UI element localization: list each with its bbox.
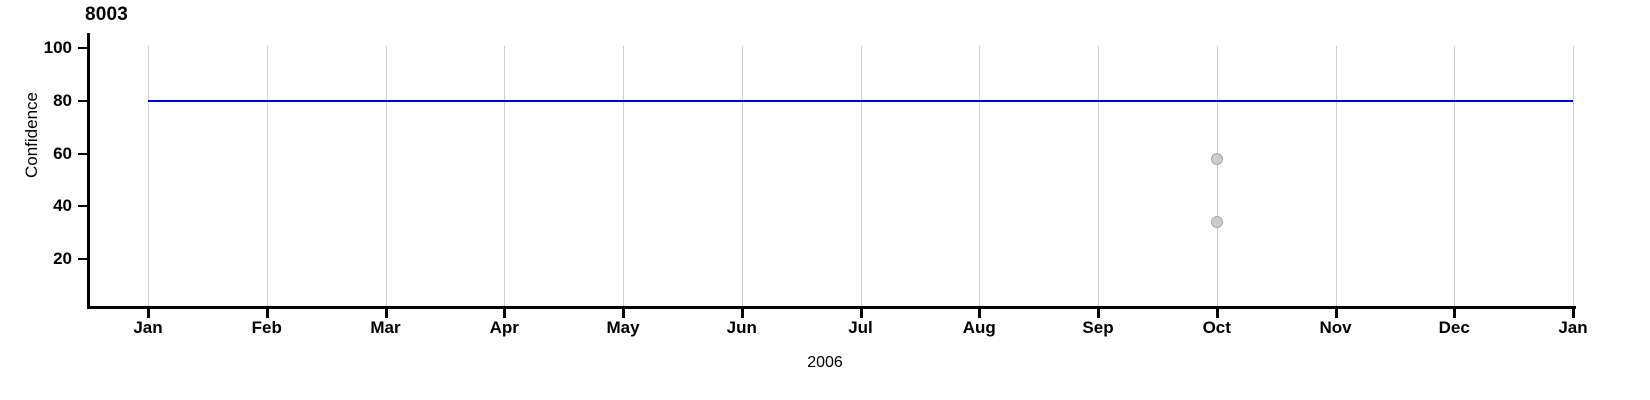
x-axis-tick-mark [1572,309,1575,318]
x-axis-tick-mark [740,309,744,318]
x-axis-tick-mark [384,309,388,318]
x-axis-tick-label: Jun [726,318,757,337]
x-axis-tick-mark [1453,309,1457,318]
y-axis-tick-label-text: 40 [53,196,72,216]
y-axis-tick-label: 60 [0,144,72,164]
gridline [504,46,506,306]
x-axis-tick-mark [1334,309,1338,318]
x-axis-tick-label: Feb [251,318,282,337]
y-axis-tick-label-text: 80 [53,90,72,110]
gridline [1335,46,1337,306]
y-axis-tick-mark [78,205,88,208]
y-axis-tick-label: 20 [0,249,72,269]
y-axis-tick-label-text: 20 [53,249,72,268]
gridline [1573,46,1574,306]
x-axis-tick-label: Jul [848,318,873,337]
y-axis-tick-label-text: 100 [43,38,72,57]
x-axis-tick-label: May [606,318,640,337]
x-axis-tick-label: Sep [1082,318,1114,337]
gridline [1098,46,1099,306]
gridline [1454,46,1456,306]
gridline [979,46,981,306]
x-axis-tick-mark [265,309,269,318]
data-point[interactable] [1210,216,1223,229]
y-axis-tick-mark [78,152,88,155]
data-point[interactable] [1210,152,1223,165]
chart-title: 8003 [85,4,129,25]
gridline [860,46,862,306]
x-axis-tick-mark [622,309,625,318]
x-axis-tick-mark [1215,309,1219,318]
y-axis-tick-label: 100 [0,38,72,58]
y-axis-tick-mark [78,258,88,260]
x-axis-tick-mark [503,309,507,318]
x-axis-tick-mark [859,309,863,318]
y-axis-title: Confidence [22,92,41,179]
x-axis-tick-mark [1097,309,1100,318]
x-axis-title: 2006 [807,354,843,371]
x-axis-line [87,306,1576,309]
x-axis-tick-label: Jan [1558,318,1588,337]
x-axis-tick-label: Jan [133,318,163,337]
y-axis-tick-label: 40 [0,196,72,216]
x-axis-tick-label: Apr [489,318,519,337]
y-axis-tick-label: 80 [0,91,72,111]
gridline [385,46,387,306]
gridline [1216,46,1218,306]
y-axis-tick-mark [78,99,88,102]
x-axis-tick-label: Oct [1202,318,1231,337]
y-axis-line [87,33,90,309]
gridline [741,46,743,306]
gridline [148,46,149,306]
gridline [266,46,268,306]
threshold-line [148,99,1573,102]
x-axis-tick-label: Nov [1319,318,1352,337]
x-axis-tick-mark [978,309,982,318]
y-axis-tick-label-text: 60 [53,143,72,163]
x-axis-tick-label: Aug [962,318,996,337]
y-axis-tick-mark [78,47,88,49]
x-axis-tick-label: Dec [1438,318,1470,337]
x-axis-tick-mark [147,309,150,318]
gridline [623,46,624,306]
x-axis-tick-label: Mar [370,318,401,337]
